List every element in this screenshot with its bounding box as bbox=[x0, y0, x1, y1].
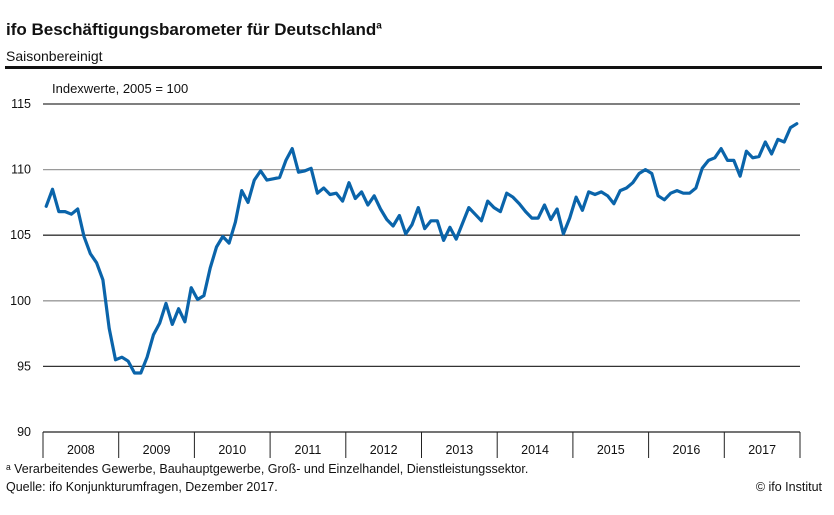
chart-subtitle: Saisonbereinigt bbox=[6, 48, 103, 64]
x-tick-label: 2010 bbox=[218, 443, 246, 457]
copyright: © ifo Institut bbox=[755, 480, 822, 494]
y-tick-label: 90 bbox=[17, 425, 31, 439]
x-tick-label: 2013 bbox=[445, 443, 473, 457]
y-tick-label: 105 bbox=[10, 228, 31, 242]
y-tick-label: 95 bbox=[17, 359, 31, 373]
x-tick-label: 2012 bbox=[370, 443, 398, 457]
x-tick-label: 2015 bbox=[597, 443, 625, 457]
x-tick-label: 2009 bbox=[143, 443, 171, 457]
chart-title: ifo Beschäftigungsbarometer für Deutschl… bbox=[6, 20, 382, 39]
x-tick-label: 2008 bbox=[67, 443, 95, 457]
x-tick-label: 2017 bbox=[748, 443, 776, 457]
source-note: Quelle: ifo Konjunkturumfragen, Dezember… bbox=[6, 480, 278, 494]
x-tick-label: 2011 bbox=[295, 443, 322, 457]
x-tick-label: 2014 bbox=[521, 443, 549, 457]
series-line bbox=[44, 122, 799, 375]
y-tick-label: 100 bbox=[10, 294, 31, 308]
y-axis-label: Indexwerte, 2005 = 100 bbox=[52, 81, 189, 96]
footnote: ᵃ Verarbeitendes Gewerbe, Bauhauptgewerb… bbox=[6, 462, 529, 476]
y-tick-label: 115 bbox=[11, 97, 31, 111]
x-tick-label: 2016 bbox=[673, 443, 701, 457]
y-tick-label: 110 bbox=[11, 163, 31, 177]
title-rule bbox=[5, 66, 822, 69]
